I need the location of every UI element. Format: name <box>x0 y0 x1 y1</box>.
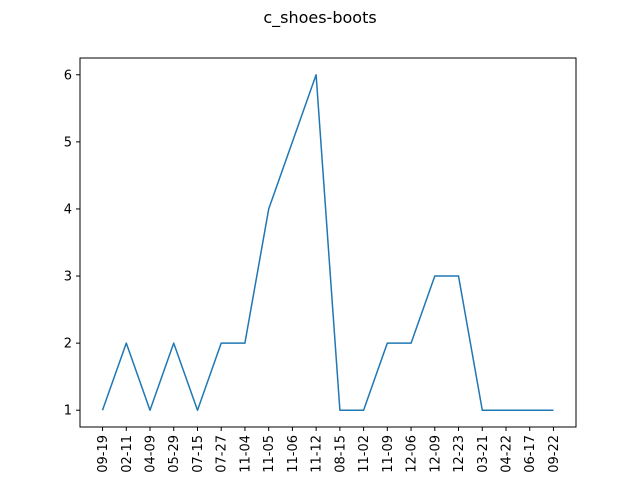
x-tick-label: 09-22 <box>547 435 562 473</box>
x-tick-label: 05-29 <box>167 435 182 473</box>
x-tick-label: 09-19 <box>96 435 111 473</box>
x-tick-label: 08-15 <box>333 435 348 473</box>
x-tick-label: 11-04 <box>238 435 253 473</box>
y-tick-label: 3 <box>64 270 72 285</box>
x-tick-label: 11-06 <box>286 435 301 473</box>
x-tick-label: 11-02 <box>357 435 372 473</box>
x-tick-label: 11-05 <box>262 435 277 473</box>
x-tick-label: 07-15 <box>191 435 206 473</box>
x-tick-label: 12-09 <box>428 435 443 473</box>
x-tick-label: 04-09 <box>144 435 159 473</box>
y-tick-label: 5 <box>64 135 72 150</box>
y-tick-label: 2 <box>64 337 72 352</box>
y-tick-label: 1 <box>64 404 72 419</box>
x-tick-label: 11-12 <box>310 435 325 473</box>
x-tick-label: 04-22 <box>499 435 514 473</box>
x-tick-label: 03-21 <box>476 435 491 473</box>
series-line <box>103 75 554 410</box>
x-tick-label: 12-23 <box>452 435 467 473</box>
y-tick-label: 4 <box>64 202 72 217</box>
x-tick-label: 11-09 <box>381 435 396 473</box>
x-tick-label: 07-27 <box>215 435 230 473</box>
x-tick-label: 02-11 <box>120 435 135 473</box>
y-tick-label: 6 <box>64 68 72 83</box>
x-tick-label: 06-17 <box>523 435 538 473</box>
chart-title: c_shoes-boots <box>0 8 640 27</box>
x-tick-label: 12-06 <box>405 435 420 473</box>
